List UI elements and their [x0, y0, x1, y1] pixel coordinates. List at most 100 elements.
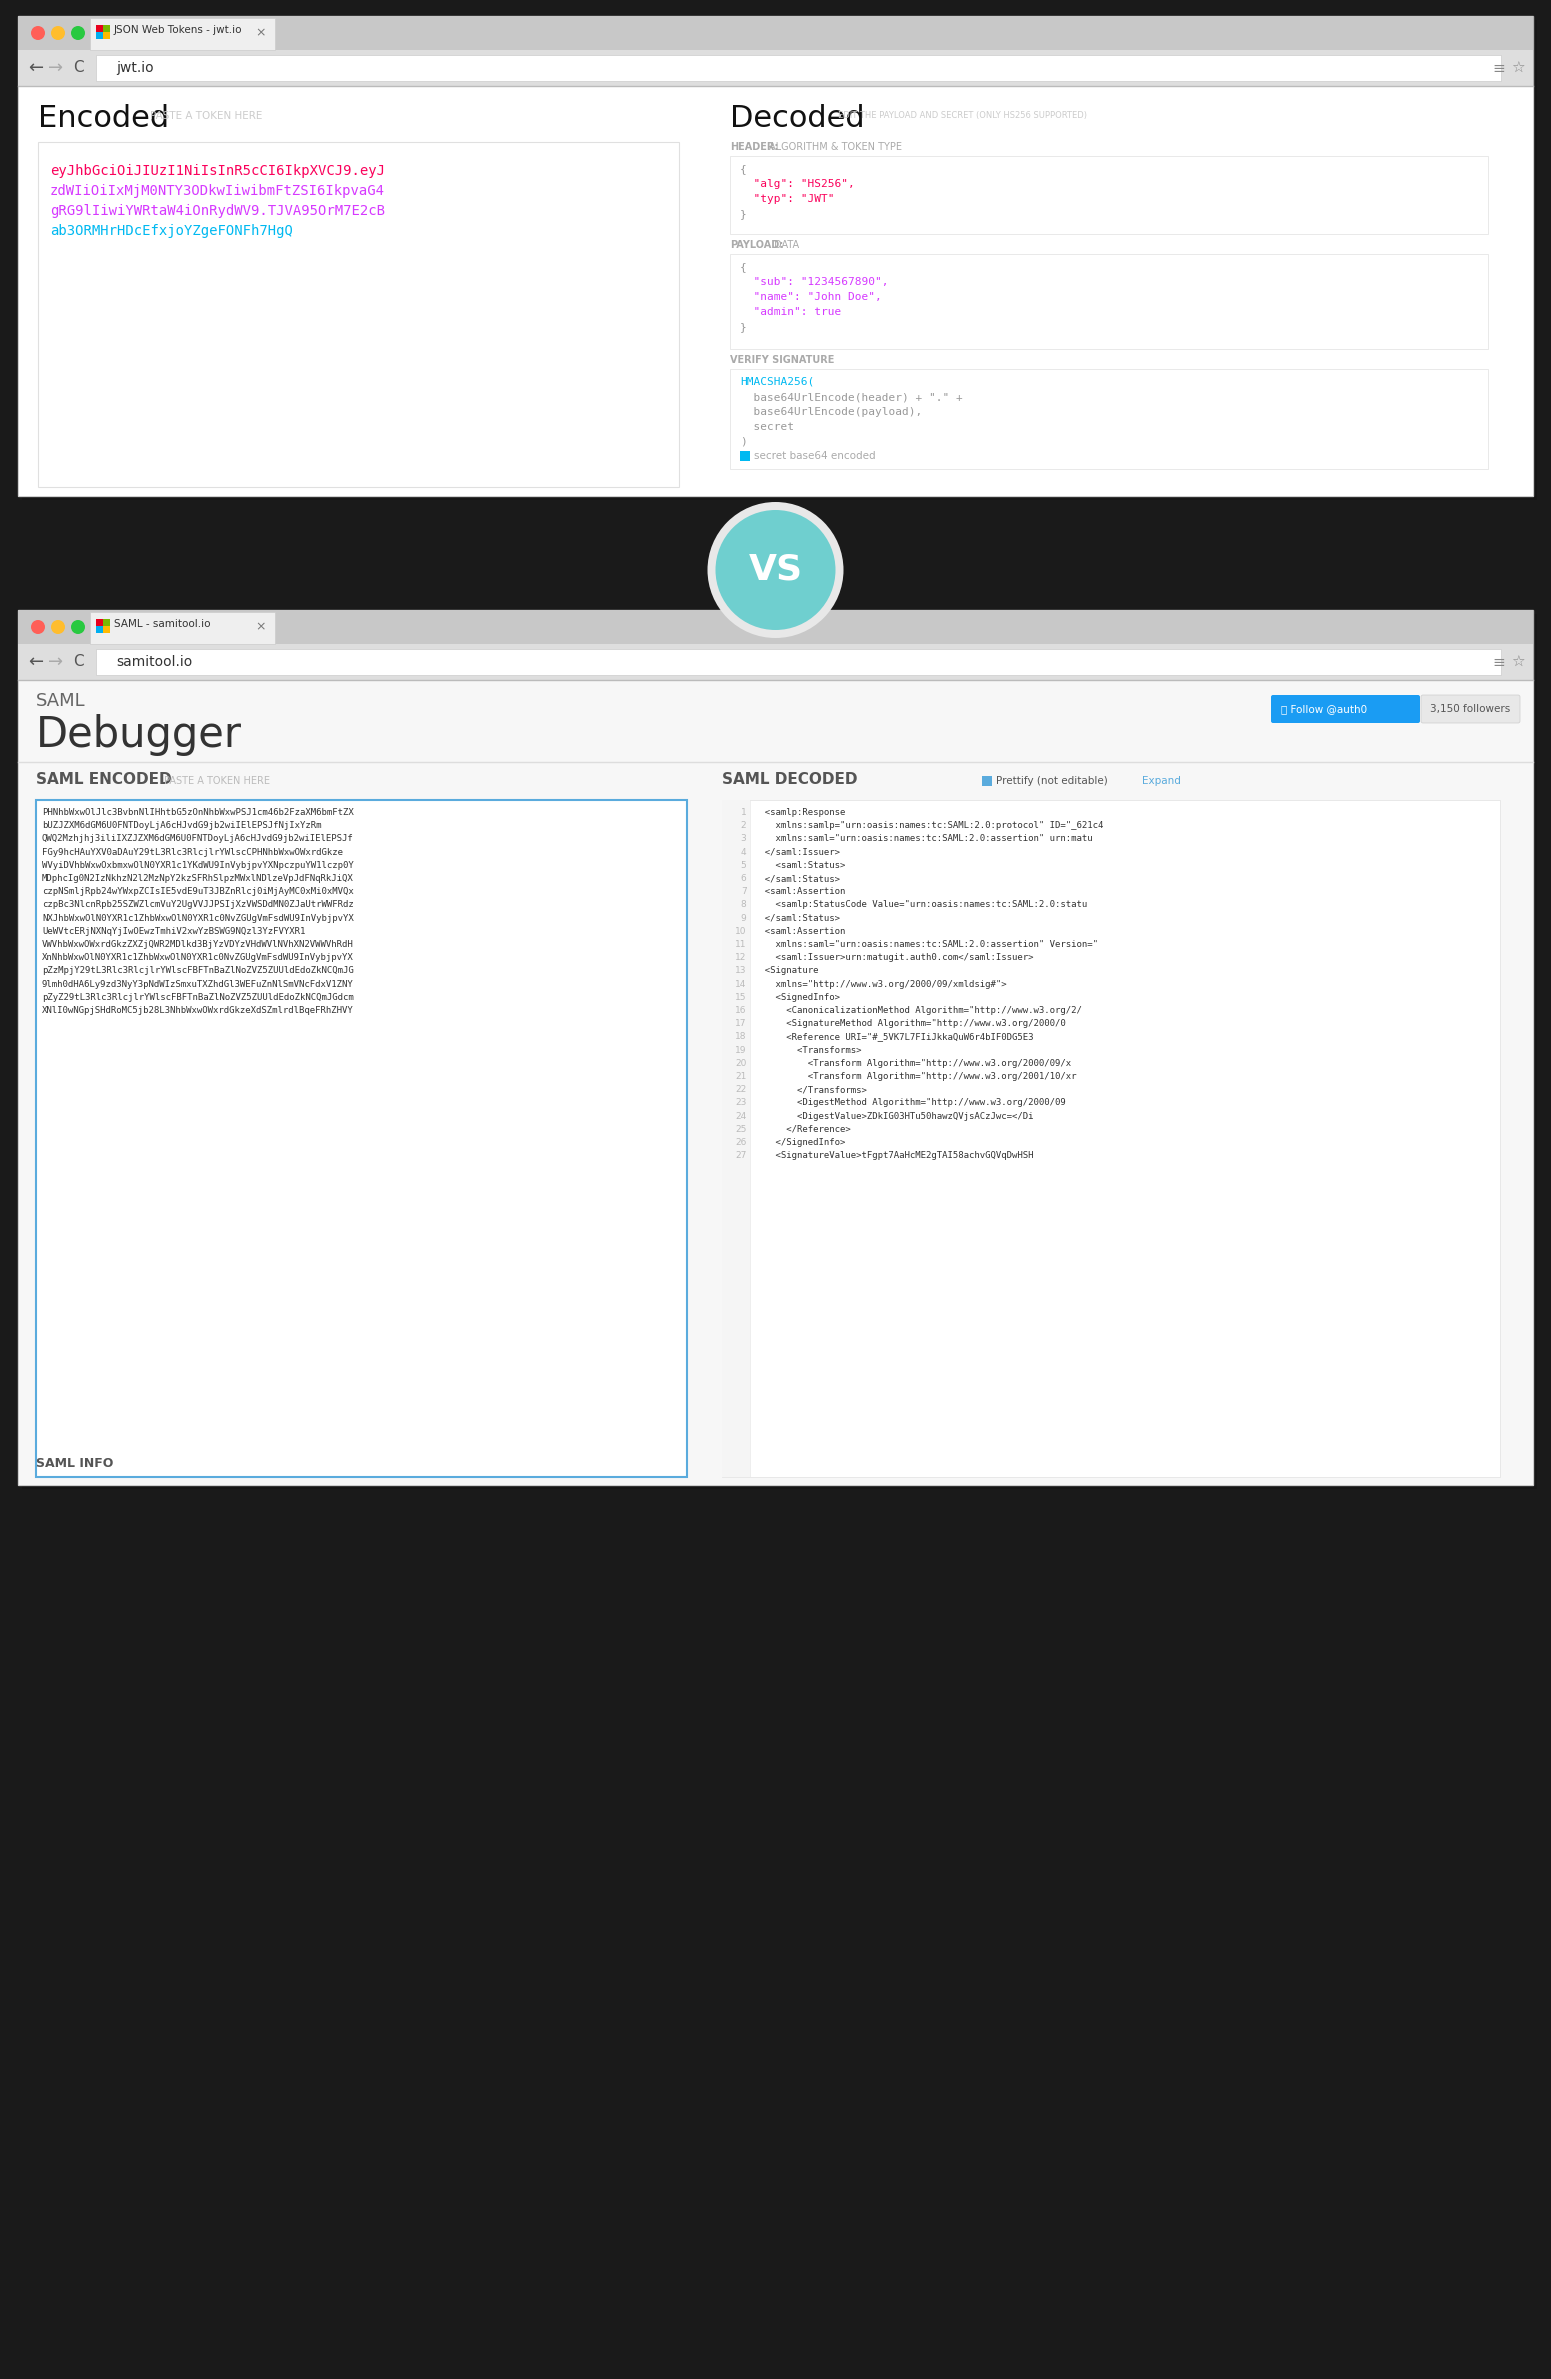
Text: Expand: Expand — [1143, 776, 1182, 785]
Text: SAML DECODED: SAML DECODED — [723, 773, 858, 787]
Text: Prettify (not editable): Prettify (not editable) — [996, 776, 1109, 785]
Text: ×: × — [256, 621, 267, 633]
Bar — [723, 799, 751, 1477]
Text: DATA: DATA — [774, 240, 799, 250]
Text: 10: 10 — [735, 928, 746, 935]
Text: }: } — [740, 321, 746, 333]
Text: <SignatureValue>tFgpt7AaHcME2gTAI58achvGQVqDwHSH: <SignatureValue>tFgpt7AaHcME2gTAI58achvG… — [754, 1151, 1035, 1161]
Text: 25: 25 — [735, 1125, 746, 1135]
Text: 9lmh0dHA6Ly9zd3NyY3pNdWIzSmxuTXZhdGl3WEFuZnNlSmVNcFdxV1ZNY: 9lmh0dHA6Ly9zd3NyY3pNdWIzSmxuTXZhdGl3WEF… — [42, 980, 354, 990]
Text: 7: 7 — [741, 887, 746, 897]
Text: 16: 16 — [735, 1006, 746, 1016]
Text: C: C — [73, 654, 84, 668]
Text: {: { — [740, 164, 746, 174]
Text: <saml:Status>: <saml:Status> — [754, 861, 845, 871]
Bar — [36, 799, 687, 1477]
Text: FGy9hcHAuYXV0aDAuY29tL3Rlc3RlcjlrYWlscCPHNhbWxwOWxrdGkze: FGy9hcHAuYXV0aDAuY29tL3Rlc3RlcjlrYWlscCP… — [42, 847, 343, 856]
FancyBboxPatch shape — [1421, 695, 1520, 723]
Text: <Signature: <Signature — [754, 966, 819, 975]
Text: {: { — [740, 262, 746, 271]
Text: </saml:Status>: </saml:Status> — [754, 873, 841, 883]
Text: "typ": "JWT": "typ": "JWT" — [740, 195, 834, 205]
Bar — [22, 19, 1537, 500]
Text: <DigestMethod Algorithm="http://www.w3.org/2000/09: <DigestMethod Algorithm="http://www.w3.o… — [754, 1099, 1066, 1106]
Text: SAML - samitool.io: SAML - samitool.io — [115, 619, 211, 628]
Bar — [22, 614, 1537, 1489]
Bar — [19, 86, 1532, 495]
Text: XnNhbWxwOlN0YXR1c1ZhbWxwOlN0YXR1c0NvZGUgVmFsdWU9InVybjpvYX: XnNhbWxwOlN0YXR1c1ZhbWxwOlN0YXR1c0NvZGUg… — [42, 954, 354, 961]
Text: 21: 21 — [735, 1073, 746, 1080]
Text: Debugger: Debugger — [36, 714, 242, 757]
Text: XNlI0wNGpjSHdRoMC5jb28L3NhbWxwOWxrdGkzeXdSZmlrdlBqeFRhZHVY: XNlI0wNGpjSHdRoMC5jb28L3NhbWxwOWxrdGkzeX… — [42, 1006, 354, 1016]
Text: ALGORITHM & TOKEN TYPE: ALGORITHM & TOKEN TYPE — [769, 143, 903, 152]
Text: <saml:Assertion: <saml:Assertion — [754, 887, 845, 897]
Text: PHNhbWxwOlJlc3BvbnNlIHhtbG5zOnNhbWxwPSJ1cm46b2FzaXM6bmFtZX: PHNhbWxwOlJlc3BvbnNlIHhtbG5zOnNhbWxwPSJ1… — [42, 809, 354, 816]
Text: ): ) — [740, 438, 746, 447]
Text: eyJhbGciOiJIUzI1NiIsInR5cCI6IkpXVCJ9.eyJ: eyJhbGciOiJIUzI1NiIsInR5cCI6IkpXVCJ9.eyJ — [50, 164, 385, 178]
Text: bUZJZXM6dGM6U0FNTDoyLjA6cHJvdG9jb2wiIElEPSJfNjIxYzRm: bUZJZXM6dGM6U0FNTDoyLjA6cHJvdG9jb2wiIElE… — [42, 821, 321, 830]
Bar — [982, 776, 993, 785]
Text: </SignedInfo>: </SignedInfo> — [754, 1137, 845, 1147]
Circle shape — [31, 26, 45, 40]
Text: 12: 12 — [735, 954, 746, 961]
Text: C: C — [73, 59, 84, 76]
Bar — [90, 611, 275, 645]
Text: EDIT THE PAYLOAD AND SECRET (ONLY HS256 SUPPORTED): EDIT THE PAYLOAD AND SECRET (ONLY HS256 … — [838, 112, 1087, 119]
Text: <samlp:StatusCode Value="urn:oasis:names:tc:SAML:2.0:statu: <samlp:StatusCode Value="urn:oasis:names… — [754, 899, 1087, 909]
Text: JSON Web Tokens - jwt.io: JSON Web Tokens - jwt.io — [115, 26, 242, 36]
Text: </Reference>: </Reference> — [754, 1125, 851, 1135]
Text: <Transforms>: <Transforms> — [754, 1047, 862, 1054]
Text: ab3ORMHrHDcEfxjoYZgeFONFh7HgQ: ab3ORMHrHDcEfxjoYZgeFONFh7HgQ — [50, 224, 293, 238]
Text: 18: 18 — [735, 1032, 746, 1042]
Bar — [19, 609, 1532, 645]
Bar — [731, 157, 1487, 233]
Bar — [96, 619, 110, 633]
Text: base64UrlEncode(payload),: base64UrlEncode(payload), — [740, 407, 923, 416]
Text: HEADER:: HEADER: — [731, 143, 779, 152]
Text: 1: 1 — [741, 809, 746, 816]
Text: NXJhbWxwOlN0YXR1c1ZhbWxwOlN0YXR1c0NvZGUgVmFsdWU9InVybjpvYX: NXJhbWxwOlN0YXR1c1ZhbWxwOlN0YXR1c0NvZGUg… — [42, 914, 354, 923]
Text: gRG9lIiwiYWRtaW4iOnRydWV9.TJVA95OrM7E2cB: gRG9lIiwiYWRtaW4iOnRydWV9.TJVA95OrM7E2cB — [50, 205, 385, 219]
Text: SAML INFO: SAML INFO — [36, 1456, 113, 1470]
Text: PASTE A TOKEN HERE: PASTE A TOKEN HERE — [150, 112, 262, 121]
Text: QWQ2Mzhjhj3iliIXZJZXM6dGM6U0FNTDoyLjA6cHJvdG9jb2wiIElEPSJf: QWQ2Mzhjhj3iliIXZJZXM6dGM6U0FNTDoyLjA6cH… — [42, 835, 354, 845]
Bar — [39, 143, 679, 488]
Bar — [96, 619, 102, 626]
Text: 3: 3 — [741, 835, 746, 845]
Text: 22: 22 — [735, 1085, 746, 1094]
Bar — [96, 55, 1501, 81]
Text: 13: 13 — [735, 966, 746, 975]
Bar — [90, 19, 275, 50]
Text: xmlns="http://www.w3.org/2000/09/xmldsig#">: xmlns="http://www.w3.org/2000/09/xmldsig… — [754, 980, 1007, 990]
Text: xmlns:saml="urn:oasis:names:tc:SAML:2.0:assertion" urn:matu: xmlns:saml="urn:oasis:names:tc:SAML:2.0:… — [754, 835, 1093, 845]
Bar — [731, 369, 1487, 469]
Bar — [96, 31, 102, 38]
Text: samitool.io: samitool.io — [116, 654, 192, 668]
Text: Encoded: Encoded — [39, 105, 169, 133]
Circle shape — [31, 621, 45, 633]
Text: zdWIiOiIxMjM0NTY3ODkwIiwibmFtZSI6IkpvaG4: zdWIiOiIxMjM0NTY3ODkwIiwibmFtZSI6IkpvaG4 — [50, 183, 385, 197]
Bar — [740, 452, 751, 462]
Text: 5: 5 — [741, 861, 746, 871]
Text: "admin": true: "admin": true — [740, 307, 841, 316]
Text: secret base64 encoded: secret base64 encoded — [754, 452, 876, 462]
Circle shape — [71, 621, 85, 633]
Text: 3,150 followers: 3,150 followers — [1430, 704, 1511, 714]
Text: SAML: SAML — [36, 692, 85, 709]
Text: xmlns:samlp="urn:oasis:names:tc:SAML:2.0:protocol" ID="_621c4: xmlns:samlp="urn:oasis:names:tc:SAML:2.0… — [754, 821, 1104, 830]
Bar — [96, 26, 102, 31]
Text: ×: × — [256, 26, 267, 40]
Text: 15: 15 — [735, 992, 746, 1002]
Text: ←: ← — [28, 652, 43, 671]
Text: }: } — [740, 209, 746, 219]
Bar — [96, 649, 1501, 676]
Text: </saml:Issuer>: </saml:Issuer> — [754, 847, 841, 856]
Text: </Transforms>: </Transforms> — [754, 1085, 867, 1094]
Text: ☆: ☆ — [1511, 59, 1525, 76]
Text: VS: VS — [749, 552, 802, 588]
Text: <SignatureMethod Algorithm="http://www.w3.org/2000/0: <SignatureMethod Algorithm="http://www.w… — [754, 1018, 1066, 1028]
Text: MDphcIg0N2IzNkhzN2l2MzNpY2kzSFRhSlpzMWxlNDlzeVpJdFNqRkJiQX: MDphcIg0N2IzNkhzN2l2MzNpY2kzSFRhSlpzMWxl… — [42, 873, 354, 883]
Bar — [723, 799, 1500, 1477]
Text: pZyZ29tL3Rlc3RlcjlrYWlscFBFTnBaZlNoZVZ5ZUUldEdoZkNCQmJGdcm: pZyZ29tL3Rlc3RlcjlrYWlscFBFTnBaZlNoZVZ5Z… — [42, 992, 354, 1002]
Text: ←: ← — [28, 59, 43, 76]
